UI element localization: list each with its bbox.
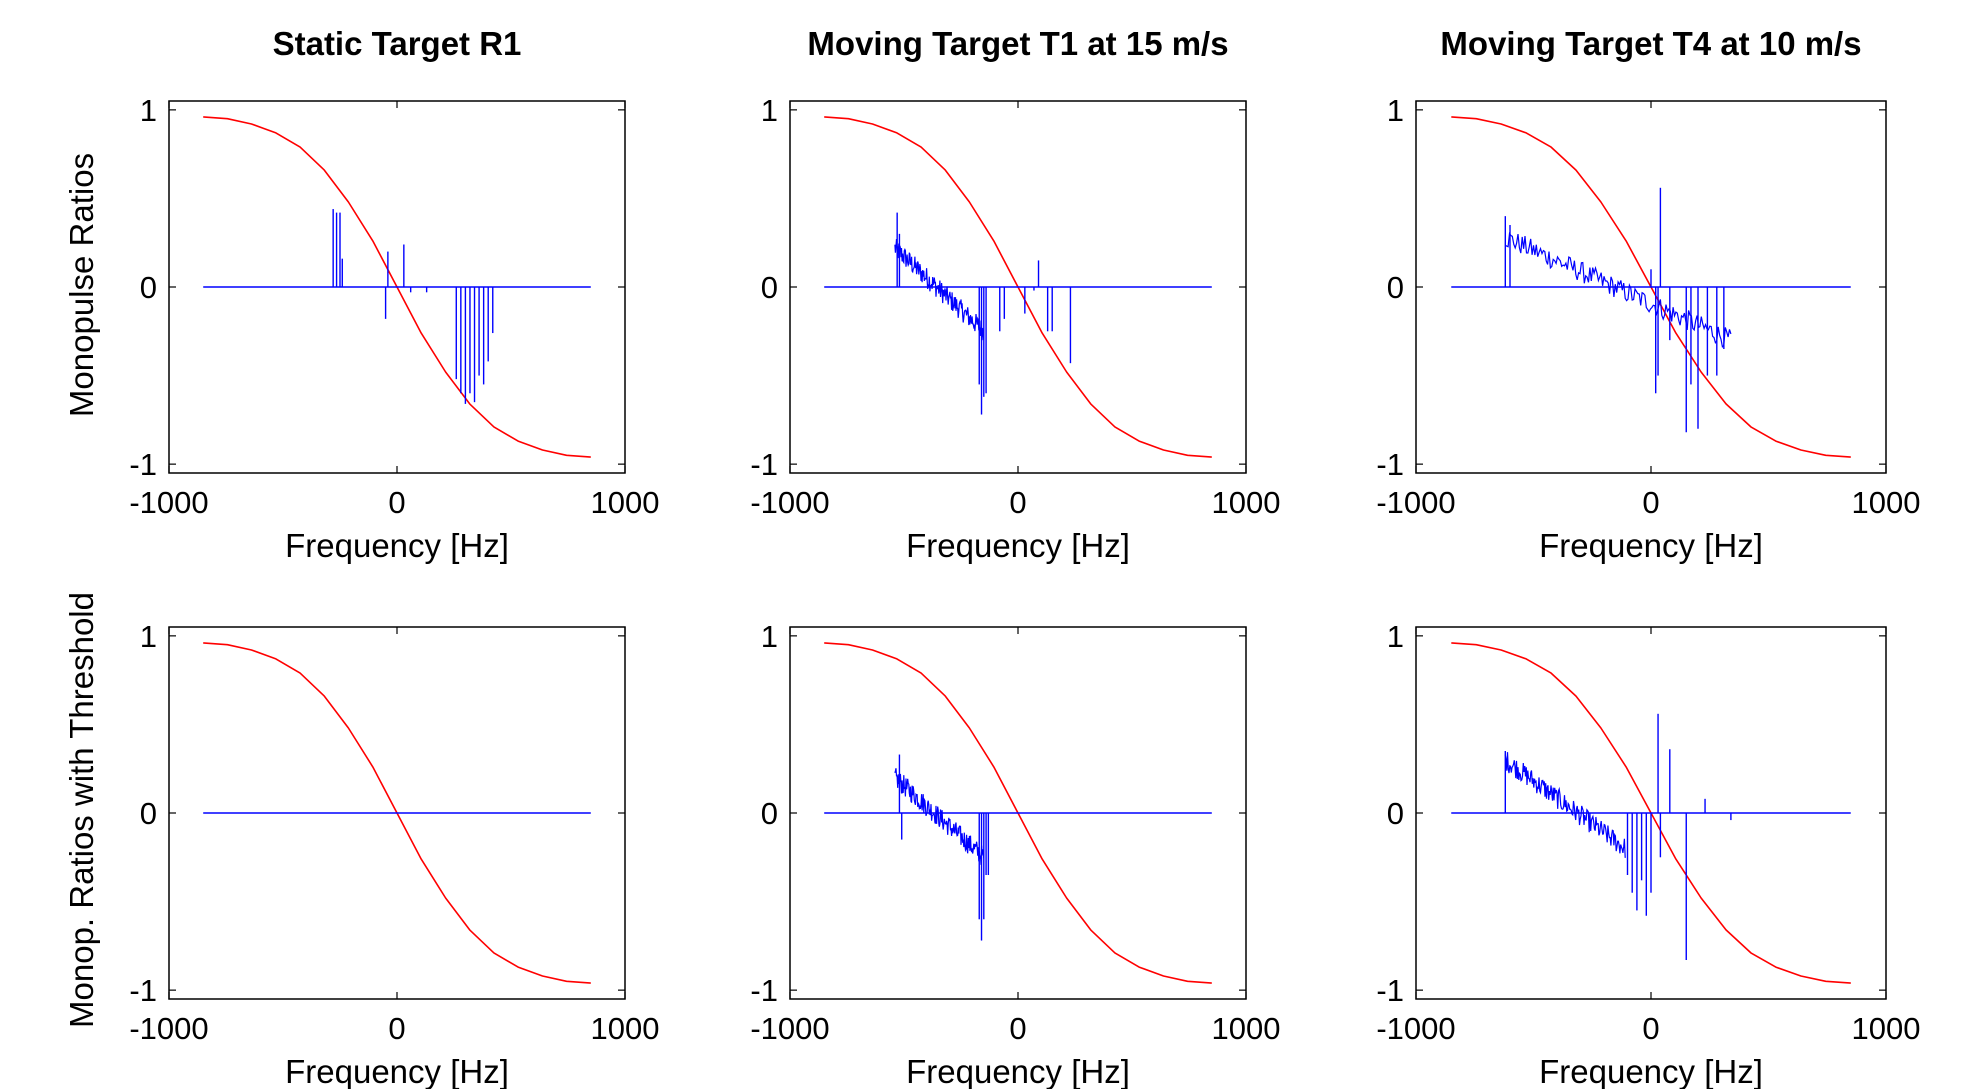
y-tick-label: -1 [129, 447, 157, 482]
y-tick-label: 1 [761, 93, 778, 128]
x-tick-label: 0 [1009, 485, 1026, 520]
x-tick-label: -1000 [1376, 1011, 1455, 1046]
x-axis-label: Frequency [Hz] [906, 527, 1130, 564]
x-tick-label: 1000 [1212, 485, 1281, 520]
row-ylabel-bottom: Monop. Ratios with Threshold [63, 592, 100, 1028]
x-tick-label: 0 [1642, 1011, 1659, 1046]
chart-title: Static Target R1 [273, 25, 522, 62]
x-tick-label: 1000 [591, 485, 660, 520]
y-tick-label: 0 [140, 270, 157, 305]
y-tick-label: 1 [140, 619, 157, 654]
panel-4: -1000 0 1000 -1 0 1 Frequency [Hz] [129, 619, 659, 1089]
x-axis-label: Frequency [Hz] [1539, 1053, 1763, 1089]
panel-6: -1000 0 1000 -1 0 1 Frequency [Hz] [1376, 619, 1920, 1089]
y-tick-label: -1 [750, 973, 778, 1008]
y-tick-label: 1 [761, 619, 778, 654]
x-tick-label: 1000 [591, 1011, 660, 1046]
y-tick-label: 0 [761, 270, 778, 305]
measured-noise [1504, 752, 1626, 858]
y-tick-label: -1 [750, 447, 778, 482]
chart-title: Moving Target T4 at 10 m/s [1440, 25, 1861, 62]
y-tick-label: 1 [1387, 619, 1404, 654]
measured-noise [1504, 232, 1732, 349]
x-tick-label: 0 [388, 1011, 405, 1046]
x-tick-label: -1000 [129, 485, 208, 520]
measured-noise [894, 238, 985, 341]
y-tick-label: -1 [1376, 447, 1404, 482]
y-tick-label: 0 [1387, 270, 1404, 305]
x-tick-label: 0 [388, 485, 405, 520]
x-axis-label: Frequency [Hz] [285, 1053, 509, 1089]
x-axis-label: Frequency [Hz] [1539, 527, 1763, 564]
panel-5: -1000 0 1000 -1 0 1 Frequency [Hz] [750, 619, 1280, 1089]
y-tick-label: -1 [129, 973, 157, 1008]
y-tick-label: 0 [1387, 796, 1404, 831]
chart-title: Moving Target T1 at 15 m/s [807, 25, 1228, 62]
x-tick-label: -1000 [1376, 485, 1455, 520]
row-ylabel-top: Monopulse Ratios [63, 153, 100, 417]
y-tick-label: 1 [140, 93, 157, 128]
y-tick-label: 0 [140, 796, 157, 831]
measured-noise [894, 768, 985, 865]
x-tick-label: 1000 [1852, 1011, 1921, 1046]
x-tick-label: -1000 [750, 1011, 829, 1046]
x-tick-label: 1000 [1852, 485, 1921, 520]
panel-3: -1000 0 1000 -1 0 1 Moving Target T4 at 10 m/s… [1376, 25, 1920, 564]
panel-1: -1000 0 1000 -1 0 1 Static Target R1 Frequency … [129, 25, 659, 564]
x-tick-label: 1000 [1212, 1011, 1281, 1046]
y-tick-label: 0 [761, 796, 778, 831]
panel-2: -1000 0 1000 -1 0 1 Moving Target T1 at 15 m/s… [750, 25, 1280, 564]
x-tick-label: 0 [1009, 1011, 1026, 1046]
x-axis-label: Frequency [Hz] [285, 527, 509, 564]
x-tick-label: -1000 [129, 1011, 208, 1046]
x-tick-label: -1000 [750, 485, 829, 520]
x-tick-label: 0 [1642, 485, 1659, 520]
x-axis-label: Frequency [Hz] [906, 1053, 1130, 1089]
y-tick-label: 1 [1387, 93, 1404, 128]
y-tick-label: -1 [1376, 973, 1404, 1008]
